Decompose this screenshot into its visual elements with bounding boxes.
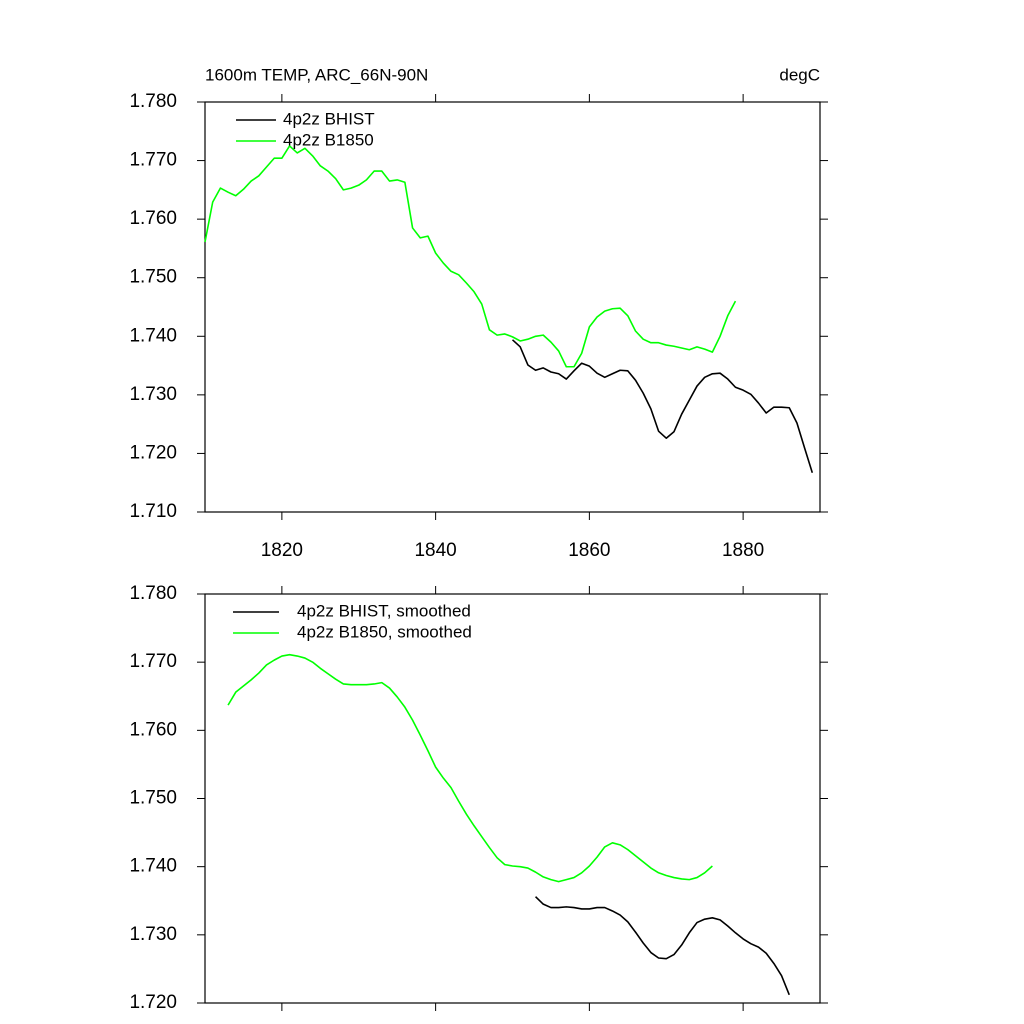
x-tick-label: 1880: [722, 540, 764, 561]
x-tick-label: 1860: [568, 540, 610, 561]
y-tick-label: 1.740: [129, 856, 177, 877]
legend-label: 4p2z B1850: [283, 130, 374, 149]
y-tick-label: 1.710: [129, 501, 177, 522]
y-tick-label: 1.780: [129, 91, 177, 112]
legend-label: 4p2z BHIST: [283, 109, 375, 128]
y-tick-label: 1.760: [129, 208, 177, 229]
y-tick-label: 1.740: [129, 325, 177, 346]
data-line: [204, 145, 737, 368]
y-tick-label: 1.730: [129, 384, 177, 405]
y-tick-label: 1.770: [129, 651, 177, 672]
x-tick-label: 1840: [414, 540, 456, 561]
y-tick-label: 1.770: [129, 150, 177, 171]
data-line: [535, 896, 790, 996]
y-tick-label: 1.780: [129, 583, 177, 604]
units-label: degC: [779, 65, 820, 84]
data-line: [227, 653, 713, 883]
legend-label: 4p2z BHIST, smoothed: [297, 601, 471, 620]
chart-title: 1600m TEMP, ARC_66N-90N: [205, 65, 428, 84]
y-tick-label: 1.730: [129, 924, 177, 945]
data-line: [511, 339, 814, 473]
y-tick-label: 1.720: [129, 992, 177, 1013]
y-tick-label: 1.750: [129, 788, 177, 809]
y-tick-label: 1.750: [129, 267, 177, 288]
y-tick-label: 1.720: [129, 442, 177, 463]
y-tick-label: 1.760: [129, 719, 177, 740]
legend-label: 4p2z B1850, smoothed: [297, 622, 472, 641]
x-tick-label: 1820: [261, 540, 303, 561]
plot-frame: [204, 101, 821, 513]
